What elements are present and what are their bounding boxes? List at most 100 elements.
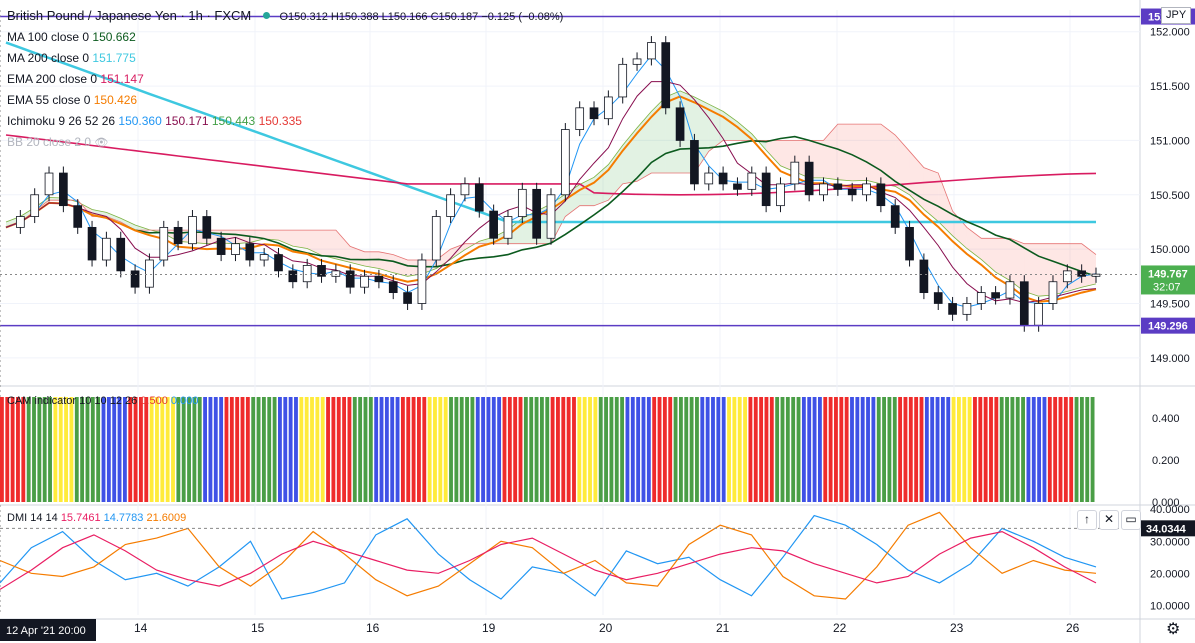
candle-body	[819, 183, 828, 196]
currency-badge[interactable]: JPY	[1161, 7, 1192, 24]
countdown-label: 32:07	[1153, 281, 1181, 293]
indicator-legend[interactable]: MA 100 close 0 150.662	[7, 30, 136, 44]
candle-body	[890, 205, 900, 228]
cam-bar	[342, 397, 347, 502]
cam-bar	[240, 397, 245, 502]
candle-body	[632, 58, 642, 65]
dmi-series-1	[0, 511, 1097, 600]
dmi-series-2	[0, 530, 1097, 590]
candle-body	[589, 107, 599, 120]
cam-bar	[737, 397, 742, 502]
candle-body	[460, 183, 470, 196]
cam-bar	[176, 397, 181, 502]
move-up-button[interactable]: ↑	[1077, 510, 1097, 530]
cam-bar	[1015, 397, 1020, 502]
cam-bar	[1074, 397, 1079, 502]
settings-icon[interactable]: ⚙	[1166, 621, 1181, 638]
indicator-legend[interactable]: MA 200 close 0 151.775	[7, 51, 136, 65]
close-pane-button[interactable]: ✕	[1099, 510, 1119, 530]
ichimoku-cloud-segment	[923, 167, 939, 222]
cam-bar	[684, 397, 689, 502]
time-tick-label: 20	[599, 621, 613, 635]
cam-bar	[748, 397, 753, 502]
candle-body	[991, 292, 1000, 299]
cam-bar	[614, 397, 619, 502]
candle-body	[747, 172, 757, 190]
cam-bar	[732, 397, 737, 502]
cam-bar	[261, 397, 266, 502]
cam-bar	[251, 397, 256, 502]
candle-body	[44, 172, 54, 196]
cam-bar	[26, 397, 31, 502]
cam-bar	[566, 397, 571, 502]
candle-body	[790, 161, 800, 185]
cam-bar	[48, 397, 52, 502]
ichimoku-cloud-segment	[895, 135, 910, 195]
cam-bar	[411, 397, 416, 502]
candle-body	[546, 194, 556, 239]
cam-bar	[128, 397, 133, 502]
cam-bar	[326, 397, 330, 502]
ichimoku-cloud-segment	[235, 230, 250, 244]
price-tick-label: 151.000	[1150, 135, 1190, 147]
ohlc-readout: O150.312 H150.388 L150.166 C150.187 −0.1…	[279, 11, 564, 23]
cam-bar	[721, 397, 726, 502]
indicator-legend[interactable]: Ichimoku 9 26 52 26 150.360 150.171 150.…	[7, 114, 302, 128]
hidden-eye-icon[interactable]: 👁	[94, 137, 109, 149]
candle-body	[331, 270, 341, 277]
cam-bar	[1005, 397, 1009, 502]
candle-body	[919, 259, 929, 294]
candle-body	[661, 42, 671, 109]
cam-bar	[593, 397, 598, 502]
candle-body	[388, 281, 398, 294]
dmi-current-label: 34.0344	[1146, 523, 1187, 535]
candle-body	[302, 265, 312, 283]
cam-bar	[935, 397, 940, 502]
cam-bar	[85, 397, 90, 502]
candle-body	[532, 188, 542, 239]
cam-bar	[556, 397, 560, 502]
cam-bar	[133, 397, 138, 502]
candle-body	[374, 275, 384, 283]
cam-bar	[588, 397, 592, 502]
cam-bar	[443, 397, 448, 502]
cam-bar	[550, 397, 555, 502]
indicator-legend[interactable]: EMA 200 close 0 151.147	[7, 72, 144, 86]
cam-bar	[315, 397, 320, 502]
ichimoku-cloud-segment	[766, 140, 781, 166]
cam-bar	[507, 397, 512, 502]
price-tick-label: 149.500	[1150, 298, 1190, 310]
cam-bar	[37, 397, 42, 502]
cam-bar	[1026, 397, 1031, 502]
cam-bar	[860, 397, 865, 502]
indicator-name: MA 200 close 0	[7, 51, 93, 65]
cam-bar	[705, 397, 710, 502]
indicator-legend[interactable]: BB 20 close 2 0 👁	[7, 135, 108, 149]
candle-body	[862, 183, 871, 196]
candle-body	[317, 265, 326, 277]
cam-tick-label: 0.400	[1152, 413, 1180, 425]
cam-bar	[908, 397, 913, 502]
maximize-pane-button[interactable]: ▭	[1121, 510, 1141, 530]
indicator-legend[interactable]: EMA 55 close 0 150.426	[7, 93, 137, 107]
cam-bar	[454, 397, 459, 502]
candle-body	[690, 140, 699, 185]
candle-body	[905, 226, 914, 261]
cam-bar	[299, 397, 304, 502]
candle-body	[517, 188, 527, 217]
candle-body	[675, 107, 685, 141]
time-tick-label: 14	[134, 621, 148, 635]
cam-bar	[807, 397, 812, 502]
ichimoku-cloud-segment	[350, 246, 365, 267]
cam-bar	[743, 397, 747, 502]
time-tick-label: 21	[716, 621, 730, 635]
time-tick-label: 23	[950, 621, 964, 635]
indicator-value: 150.360	[118, 114, 166, 128]
cam-bar	[1058, 397, 1063, 502]
ichimoku-cloud-segment	[335, 230, 351, 263]
cam-bar	[839, 397, 844, 502]
cam-bar	[32, 397, 36, 502]
cam-bar	[523, 397, 528, 502]
cam-bar	[213, 397, 218, 502]
